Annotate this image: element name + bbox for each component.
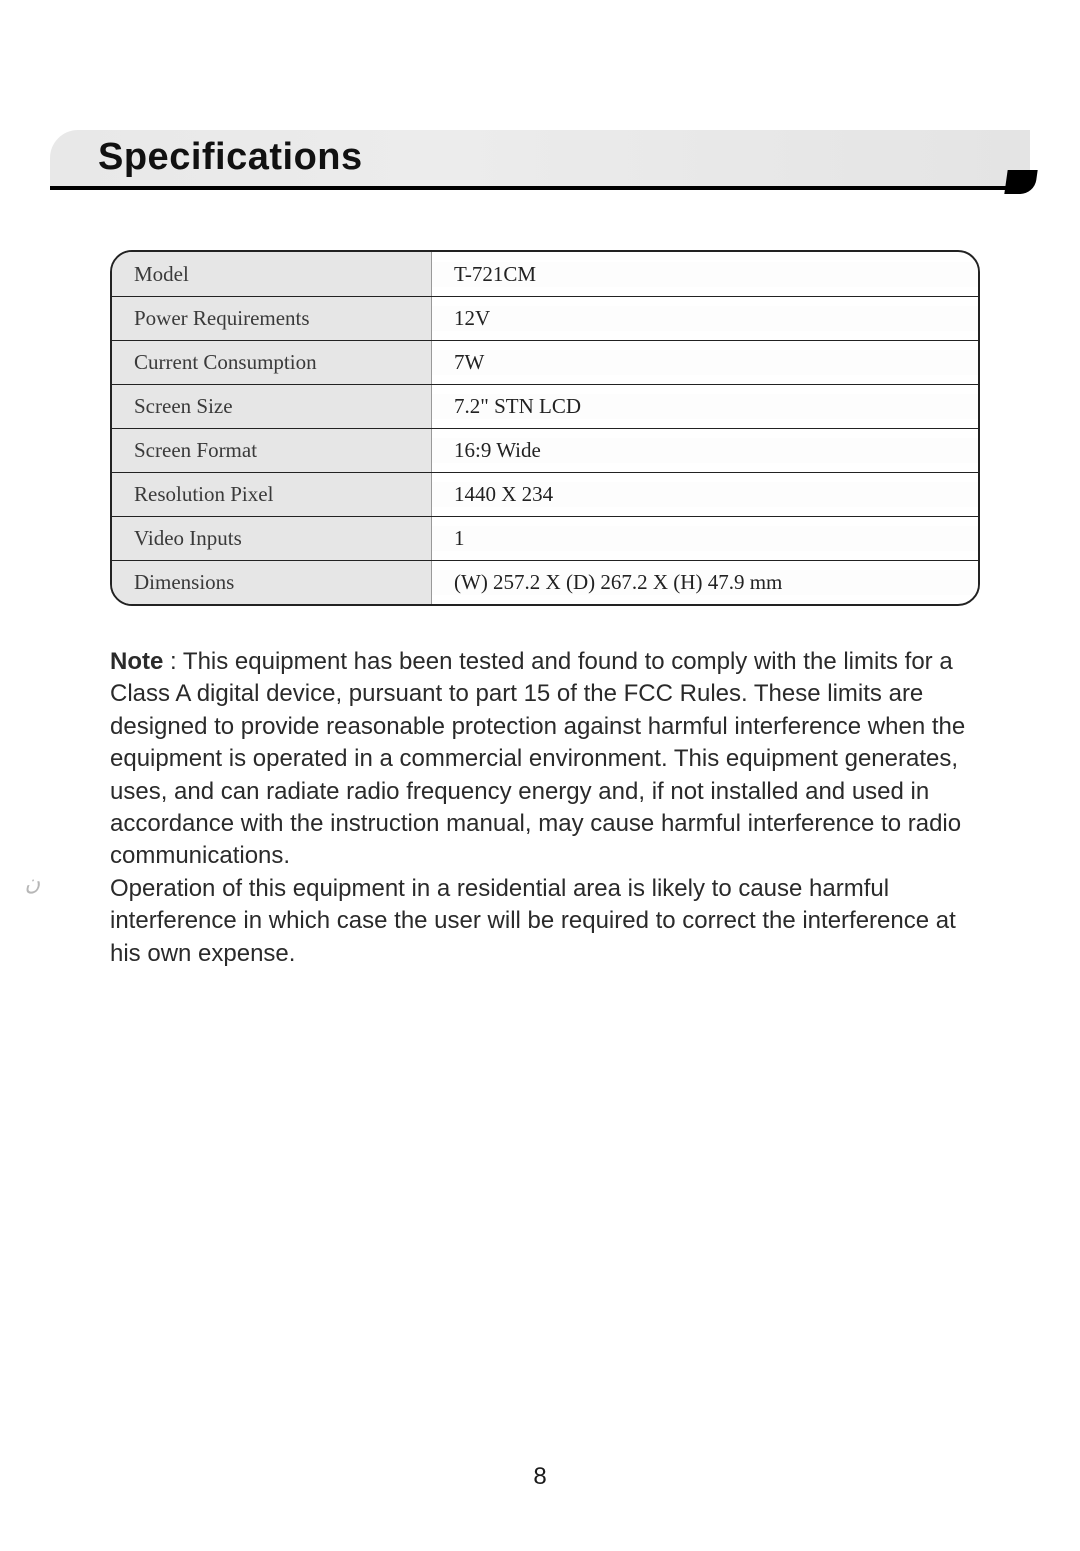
table-row: Model T-721CM [112, 252, 978, 296]
row-value: T-721CM [432, 262, 978, 287]
table-row: Dimensions (W) 257.2 X (D) 267.2 X (H) 4… [112, 560, 978, 604]
title-tail-accent [1004, 170, 1037, 194]
row-value: 1440 X 234 [432, 482, 978, 507]
table-row: Screen Format 16:9 Wide [112, 428, 978, 472]
table-row: Power Requirements 12V [112, 296, 978, 340]
row-label: Resolution Pixel [112, 473, 432, 516]
row-label: Video Inputs [112, 517, 432, 560]
scan-smudge: ن [23, 869, 42, 897]
note-label: Note [110, 648, 163, 675]
row-value: 16:9 Wide [432, 438, 978, 463]
note-paragraph: Note : This equipment has been tested an… [110, 646, 980, 970]
row-value: 1 [432, 526, 978, 551]
table-row: Screen Size 7.2" STN LCD [112, 384, 978, 428]
note-sep: : [163, 648, 183, 675]
table-row: Resolution Pixel 1440 X 234 [112, 472, 978, 516]
row-label: Screen Format [112, 429, 432, 472]
row-value: (W) 257.2 X (D) 267.2 X (H) 47.9 mm [432, 570, 978, 595]
title-bar: Specifications [50, 130, 1030, 200]
table-row: Video Inputs 1 [112, 516, 978, 560]
row-label: Model [112, 252, 432, 296]
page-title: Specifications [98, 136, 363, 179]
specifications-table: Model T-721CM Power Requirements 12V Cur… [110, 250, 980, 606]
row-label: Dimensions [112, 561, 432, 604]
row-label: Power Requirements [112, 297, 432, 340]
table-row: Current Consumption 7W [112, 340, 978, 384]
page-number: 8 [0, 1463, 1080, 1491]
row-label: Current Consumption [112, 341, 432, 384]
note-body: This equipment has been tested and found… [110, 648, 965, 967]
row-value: 7.2" STN LCD [432, 394, 978, 419]
row-label: Screen Size [112, 385, 432, 428]
row-value: 7W [432, 350, 978, 375]
row-value: 12V [432, 306, 978, 331]
